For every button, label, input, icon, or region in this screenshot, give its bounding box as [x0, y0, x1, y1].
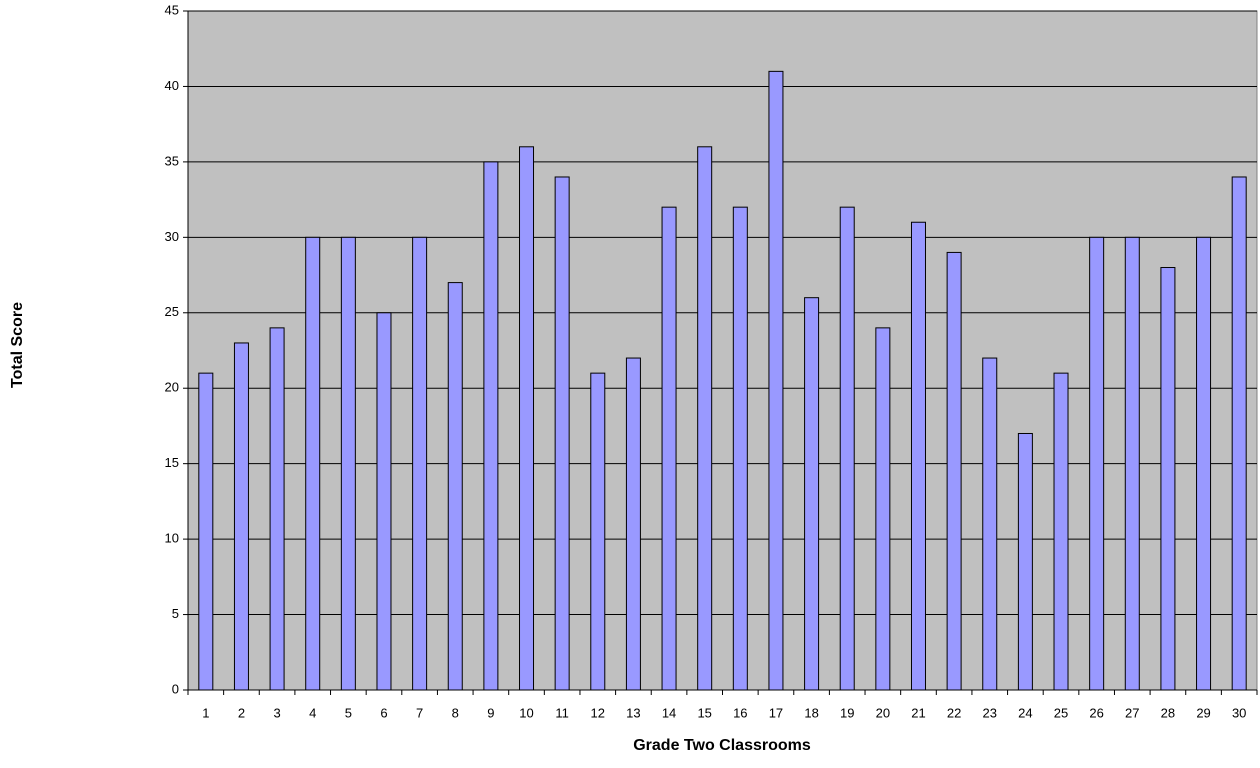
bar: [412, 236, 428, 691]
x-tick-label: 19: [840, 705, 854, 720]
x-tick-label: 5: [345, 705, 352, 720]
bar: [340, 236, 356, 691]
y-tick-label: 30: [165, 229, 179, 244]
x-tick-label: 3: [273, 705, 280, 720]
x-tick-label: 8: [452, 705, 459, 720]
bar: [1053, 372, 1069, 691]
x-tick-label: 2: [238, 705, 245, 720]
x-tick-label: 17: [769, 705, 783, 720]
x-tick-label: 4: [309, 705, 316, 720]
bar: [946, 251, 962, 691]
bar: [1160, 267, 1176, 691]
x-tick-label: 10: [519, 705, 533, 720]
bar: [982, 357, 998, 691]
bar: [554, 176, 570, 691]
x-tick-label: 18: [804, 705, 818, 720]
y-tick-label: 25: [165, 304, 179, 319]
bar: [839, 206, 855, 691]
x-tick-label: 25: [1054, 705, 1068, 720]
x-tick-label: 27: [1125, 705, 1139, 720]
x-tick-label: 6: [380, 705, 387, 720]
bar: [625, 357, 641, 691]
x-tick-label: 11: [555, 705, 569, 720]
x-tick-label: 28: [1161, 705, 1175, 720]
x-tick-label: 29: [1196, 705, 1210, 720]
x-tick-label: 16: [733, 705, 747, 720]
y-tick-label: 45: [165, 2, 179, 17]
bar: [376, 312, 392, 691]
bar: [875, 327, 891, 691]
plot-area: [187, 10, 1258, 691]
x-tick-label: 21: [911, 705, 925, 720]
bar: [1089, 236, 1105, 691]
x-tick-label: 22: [947, 705, 961, 720]
x-tick-label: 9: [487, 705, 494, 720]
bar: [1231, 176, 1247, 691]
y-tick-label: 0: [172, 681, 179, 696]
x-tick-label: 26: [1089, 705, 1103, 720]
bar: [483, 161, 499, 691]
bar: [804, 297, 820, 691]
bar: [661, 206, 677, 691]
bar: [519, 146, 535, 691]
bar: [305, 236, 321, 691]
x-tick-label: 13: [626, 705, 640, 720]
x-tick-label: 7: [416, 705, 423, 720]
bar: [1017, 432, 1033, 691]
x-tick-label: 1: [202, 705, 209, 720]
y-tick-label: 20: [165, 380, 179, 395]
bar: [1124, 236, 1140, 691]
x-tick-label: 30: [1232, 705, 1246, 720]
bar: [1196, 236, 1212, 691]
bar: [768, 70, 784, 691]
bar: [447, 282, 463, 691]
y-tick-label: 35: [165, 153, 179, 168]
x-axis-label: Grade Two Classrooms: [633, 737, 811, 754]
x-tick-label: 23: [983, 705, 997, 720]
bar: [233, 342, 249, 691]
x-tick-label: 12: [591, 705, 605, 720]
y-tick-label: 5: [172, 606, 179, 621]
y-tick-label: 15: [165, 455, 179, 470]
bar: [198, 372, 214, 691]
bar: [732, 206, 748, 691]
y-tick-label: 10: [165, 531, 179, 546]
bar: [269, 327, 285, 691]
x-tick-label: 24: [1018, 705, 1032, 720]
y-tick-label: 40: [165, 78, 179, 93]
y-axis-label: Total Score: [9, 302, 26, 388]
bar: [910, 221, 926, 691]
x-tick-label: 20: [876, 705, 890, 720]
bar: [697, 146, 713, 691]
bar: [590, 372, 606, 691]
x-tick-label: 15: [697, 705, 711, 720]
x-tick-label: 14: [662, 705, 676, 720]
